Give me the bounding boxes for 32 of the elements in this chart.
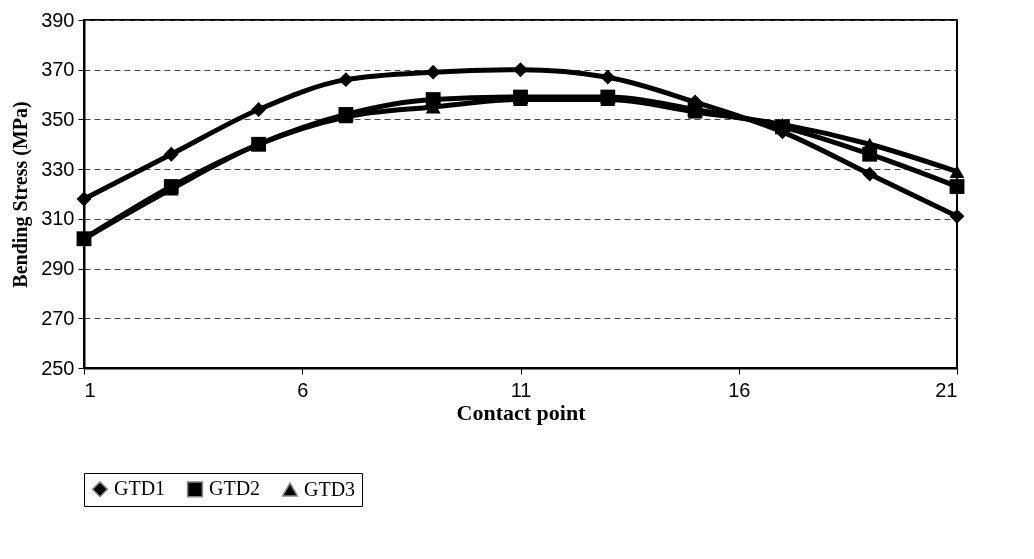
y-tick-label: 350 (41, 107, 75, 130)
point (251, 102, 267, 117)
point (513, 62, 528, 78)
legend-label: GTD1 (114, 477, 166, 500)
point (949, 208, 965, 224)
point (425, 92, 441, 107)
point (600, 69, 616, 85)
x-tick-label: 6 (297, 378, 309, 401)
point (76, 191, 92, 207)
legend-label: GTD2 (209, 477, 261, 500)
x-axis-title: Contact point (456, 399, 587, 425)
point (338, 72, 354, 88)
y-tick-label: 390 (41, 8, 75, 31)
point (949, 165, 965, 179)
x-tick-label: 21 (935, 378, 958, 401)
legend-label: GTD3 (304, 477, 356, 500)
point (513, 89, 528, 105)
point (163, 146, 179, 162)
y-tick-label: 290 (41, 257, 75, 280)
y-tick-label: 270 (41, 306, 75, 329)
y-tick-label: 310 (41, 207, 75, 230)
point (600, 89, 616, 105)
y-axis-title: Bending Stress (MPa) (9, 101, 33, 288)
x-tick-label: 1 (84, 378, 96, 401)
x-tick-label: 16 (728, 378, 751, 401)
x-tick-label: 11 (510, 378, 532, 401)
point (862, 146, 878, 162)
y-tick-label: 370 (41, 58, 75, 81)
point (949, 179, 965, 194)
y-tick-label: 250 (41, 356, 75, 379)
point (862, 166, 878, 182)
y-tick-label: 330 (41, 157, 75, 180)
